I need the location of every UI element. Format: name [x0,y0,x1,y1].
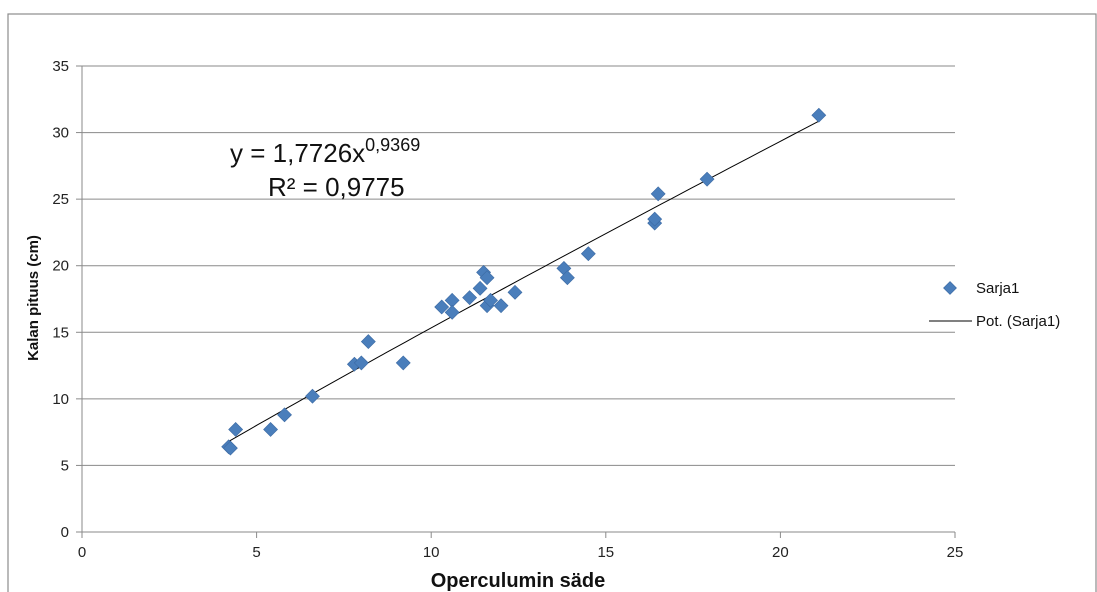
x-tick-label: 25 [947,544,964,561]
data-point [277,407,292,423]
legend-label-sarja1: Sarja1 [976,280,1019,297]
x-tick-labels: 0 5 10 15 20 25 [78,544,964,561]
y-tick-label: 15 [52,324,69,341]
r-squared-label: R² = 0,9775 [268,172,405,202]
data-point [811,107,827,123]
y-tick-label: 5 [61,457,69,474]
chart-frame [7,13,1097,592]
gridlines [82,65,955,466]
data-point [434,299,450,315]
data-point [507,284,523,300]
points-layer [221,107,827,456]
x-axis-title: Operculumin säde [431,570,606,592]
data-point [559,270,575,286]
y-tick-label: 0 [61,524,69,541]
data-point [580,246,596,262]
data-point [472,280,488,296]
data-point [650,186,666,202]
data-point [228,422,244,437]
trendline [228,120,820,442]
data-point [222,440,238,456]
equation-main: y = 1,7726x [230,138,365,168]
y-tick-label: 35 [52,58,69,75]
x-tick-label: 15 [597,544,614,561]
x-tick-label: 20 [772,544,789,561]
data-point [353,355,369,371]
y-tick-labels: 0 5 10 15 20 25 30 35 [52,58,69,541]
y-axis-title: Kalan pituus (cm) [25,235,42,361]
equation-exponent: 0,9369 [365,135,420,155]
x-tick-label: 0 [78,544,86,561]
trendline-layer [228,120,820,442]
equation-label: y = 1,7726x0,9369 [230,135,420,168]
data-point [493,298,509,314]
y-tick-label: 25 [52,191,69,208]
x-tick-label: 10 [423,544,440,561]
data-point [483,292,498,308]
data-point [647,211,663,227]
legend-label-trend: Pot. (Sarja1) [976,313,1060,330]
legend: Sarja1 Pot. (Sarja1) [929,280,1060,330]
data-point [360,334,376,350]
data-point [699,171,715,187]
data-point [395,355,411,371]
data-point [263,422,278,437]
data-point [305,388,320,404]
axes [76,65,956,538]
y-tick-label: 30 [52,125,69,142]
x-tick-label: 5 [252,544,260,561]
data-point [479,270,495,286]
data-point [462,290,478,306]
legend-marker-sarja1 [943,281,957,295]
y-tick-label: 10 [52,391,69,408]
y-tick-label: 20 [52,258,69,275]
data-point [444,304,460,320]
